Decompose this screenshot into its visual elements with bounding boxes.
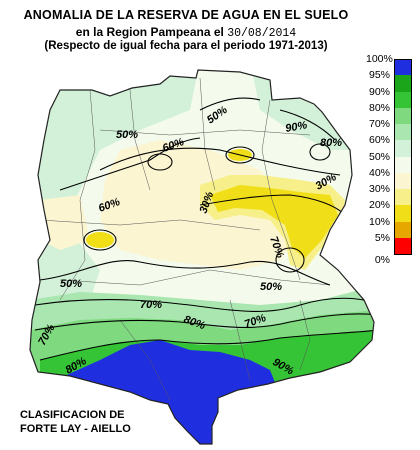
classification-caption: CLASIFICACION DE FORTE LAY - AIELLO [20, 408, 170, 436]
legend-swatch [394, 156, 412, 173]
legend-border [394, 254, 412, 255]
legend-item: 40% [366, 167, 418, 189]
legend-label: 70% [368, 118, 390, 130]
contour-label: 70% [140, 299, 162, 311]
legend-swatch [394, 124, 412, 141]
region-outline [29, 69, 375, 445]
boundary-line [39, 219, 261, 231]
legend-item: 95% [366, 69, 418, 92]
contour-line [199, 194, 346, 216]
department-boundaries [39, 77, 331, 401]
boundary-line [229, 299, 251, 381]
legend-label: 100% [366, 53, 393, 65]
zone-20-west [86, 232, 114, 248]
legend-item: 10% [366, 216, 418, 238]
legend-swatch [394, 140, 412, 157]
legend-label: 90% [368, 85, 390, 98]
legend-item: 30% [366, 183, 418, 206]
legend-swatch [394, 237, 412, 254]
legend-item: 60% [366, 134, 418, 157]
legend-swatch [394, 205, 412, 222]
contour-line [34, 297, 374, 312]
legend-bottom-label: 0% [362, 254, 390, 266]
legend-label: 50% [368, 150, 390, 163]
contour-label: 90% [284, 119, 308, 135]
contour-line [99, 147, 341, 176]
contour-label: 80% [320, 137, 342, 149]
legend-label-zero: 0% [374, 254, 390, 266]
legend-item: 50% [366, 151, 418, 173]
legend-item: 80% [366, 102, 418, 124]
contour-loop [83, 229, 117, 251]
legend-swatch [394, 107, 412, 124]
legend-label: 30% [368, 183, 390, 195]
legend-swatch [394, 189, 412, 206]
legend-swatch [394, 59, 412, 76]
contour-loop [147, 153, 173, 171]
legend-label: 20% [368, 199, 390, 212]
legend-swatch [394, 91, 412, 108]
contour-line [59, 137, 201, 191]
legend-label: 80% [368, 101, 390, 114]
zone-60-northwest [30, 70, 200, 240]
map-title: ANOMALIA DE LA RESERVA DE AGUA EN EL SUE… [23, 8, 349, 22]
legend-item: 90% [366, 86, 418, 108]
contour-line [39, 260, 331, 286]
legend-label: 10% [368, 215, 390, 228]
zone-100-south [60, 340, 278, 444]
legend-item: 20% [366, 199, 418, 222]
boundary-line [119, 319, 171, 401]
contour-loop [309, 143, 331, 161]
map-subtitle: en la Region Pampeana el 30/08/2014 [0, 25, 372, 40]
boundary-line [59, 89, 96, 301]
legend-item: 70% [366, 118, 418, 141]
contour-loop [275, 247, 305, 273]
contour-line [34, 313, 374, 331]
subtitle-prefix: en la Region Pampeana el [75, 25, 228, 39]
legend-item: 100% [366, 53, 418, 76]
contour-label: 50% [116, 129, 138, 141]
zone-40-west [40, 195, 90, 250]
legend-border [394, 59, 412, 60]
contour-label: 50% [60, 278, 82, 290]
legend-swatch [394, 75, 412, 92]
zone-60-west [30, 230, 100, 310]
zone-20-east [210, 185, 338, 258]
boundary-line [261, 99, 301, 281]
contour-label: 50% [260, 281, 282, 293]
map-date: 30/08/2014 [227, 27, 297, 40]
legend-label: 40% [368, 166, 390, 179]
contour-loop [225, 146, 255, 164]
boundary-line [59, 269, 331, 286]
contour-line [199, 97, 261, 111]
legend-swatch [394, 172, 412, 189]
legend-swatch [394, 221, 412, 238]
map-period: (Respecto de igual fecha para el periodo… [44, 40, 328, 52]
contour-lines [34, 97, 374, 361]
contour-line [279, 109, 336, 141]
legend-label: 95% [368, 69, 390, 82]
caption-line: CLASIFICACION DE [20, 409, 125, 421]
caption-line: FORTE LAY - AIELLO [20, 423, 131, 435]
legend-label: 60% [368, 134, 390, 147]
boundary-line [199, 77, 216, 191]
contour-line [39, 329, 374, 361]
boundary-line [299, 299, 311, 371]
legend: 100% 95% 90% 80% 70% 60% 50% 40% 30% 20% 10% 5% [366, 53, 418, 255]
boundary-line [99, 129, 311, 136]
legend-label: 5% [374, 231, 390, 244]
boundary-line [129, 89, 151, 191]
legend-item: 5% [366, 232, 418, 254]
